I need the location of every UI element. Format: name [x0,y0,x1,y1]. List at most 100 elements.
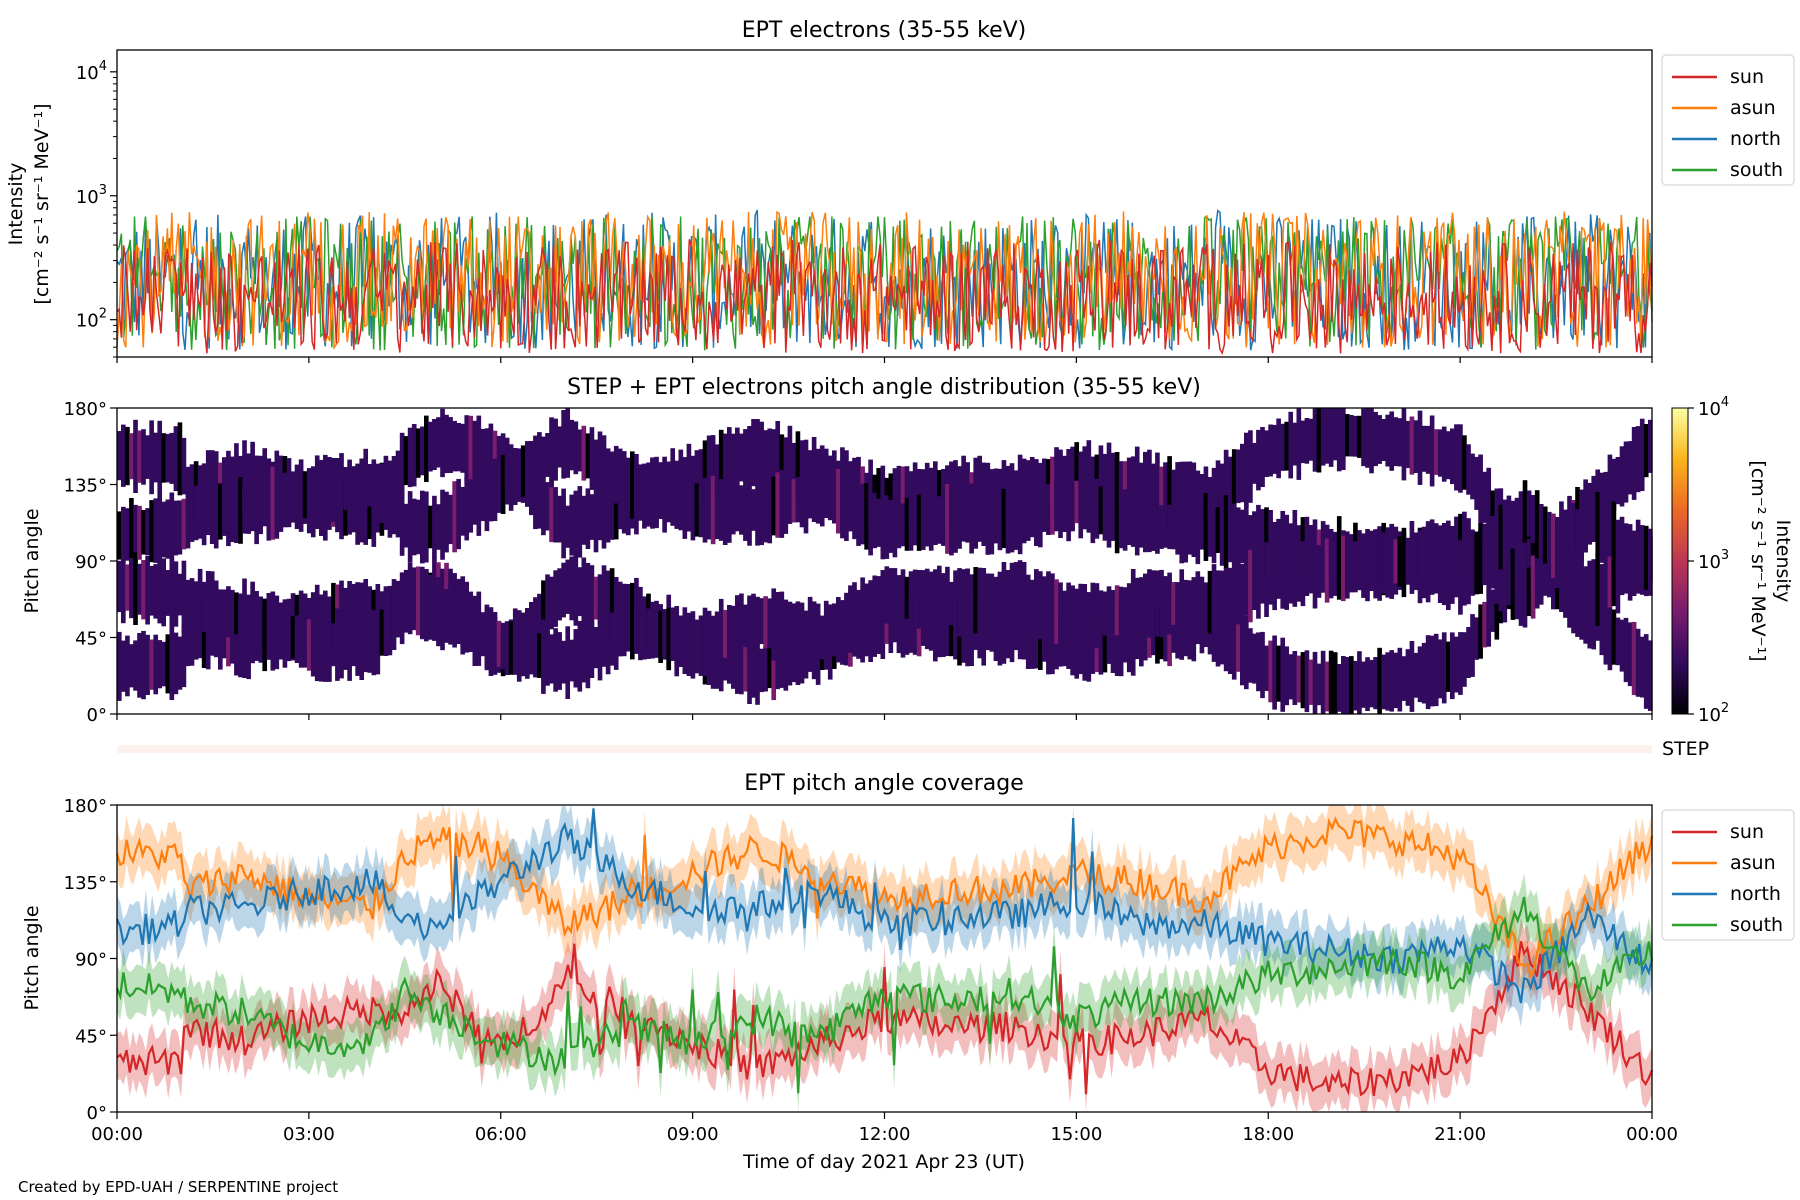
heatmap-cell [1454,636,1459,693]
heatmap-cell [1349,415,1354,457]
heatmap-cell [892,568,898,625]
heatmap-cell [969,574,974,628]
heatmap-cell [1203,493,1209,561]
heatmap-cell [1171,605,1176,653]
heatmap-cell [1514,555,1520,620]
heatmap-cell [1643,634,1649,709]
heatmap-cell [541,619,546,694]
heatmap-cell [727,427,732,498]
heatmap-cell [298,459,304,532]
heatmap-cell [399,572,405,633]
heatmap-cell [1252,633,1257,684]
heatmap-cell [1134,446,1140,521]
heatmap-cell [795,477,801,523]
colorbar-label: Intensity [1772,520,1794,603]
heatmap-cell [145,508,150,556]
heatmap-cell [900,466,906,533]
heatmap-cell [141,510,146,555]
heatmap-cell [1648,528,1653,582]
heatmap-cell [1486,588,1492,647]
heatmap-cell [1134,617,1140,660]
heatmap-cell [977,495,983,542]
heatmap-cell [638,464,643,513]
heatmap-cell [1648,419,1653,473]
heatmap-cell [1288,523,1294,571]
heatmap-cell [234,478,239,543]
x-tick-label: 18:00 [1242,1124,1294,1145]
heatmap-cell [1009,484,1015,553]
legend-label-sun: sun [1730,821,1764,843]
heatmap-cell [468,605,474,652]
heatmap-cell [1308,525,1314,574]
heatmap-cell [1490,490,1496,533]
heatmap-cell [1284,421,1290,471]
panel2-title: STEP + EPT electrons pitch angle distrib… [567,375,1201,400]
heatmap-cell [759,648,764,693]
heatmap-cell [1393,539,1399,584]
heatmap-cell [415,428,421,478]
heatmap-cell [1219,601,1225,665]
heatmap-cell [1341,408,1346,470]
heatmap-cell [1345,414,1350,457]
heatmap-cell [537,466,542,529]
heatmap-cell [674,476,680,529]
heatmap-cell [125,564,130,611]
heatmap-cell [941,493,946,546]
heatmap-cell [383,476,389,522]
heatmap-cell [1231,605,1237,680]
heatmap-cell [561,410,566,479]
legend-label-south: south [1730,159,1783,181]
heatmap-cell [1264,542,1269,617]
heatmap-cell [1062,618,1067,667]
heatmap-cell [900,503,906,547]
heatmap-cell [840,600,845,649]
heatmap-cell [1619,552,1625,596]
heatmap-cell [1248,549,1253,623]
heatmap-cell [965,568,970,634]
heatmap-cell [1118,586,1124,632]
heatmap-cell [569,494,575,556]
heatmap-cell [634,607,639,654]
heatmap-cell [1110,452,1116,509]
x-tick-label: 12:00 [859,1124,911,1145]
heatmap-cell [1227,456,1233,509]
heatmap-cell [650,457,655,529]
heatmap-cell [1328,541,1334,599]
heatmap-cell [892,494,898,558]
y-tick-label: 0° [87,1103,107,1124]
heatmap-cell [949,581,954,625]
heatmap-cell [1441,541,1447,606]
heatmap-cell [589,494,595,540]
heatmap-cell [1332,408,1338,461]
heatmap-cell [605,570,611,636]
heatmap-cell [1571,503,1576,575]
heatmap-cell [234,604,239,676]
heatmap-cell [1009,562,1015,628]
heatmap-cell [375,463,381,513]
heatmap-cell [222,589,227,633]
heatmap-cell [1308,659,1314,705]
heatmap-cell [1389,524,1395,599]
heatmap-cell [666,476,672,523]
heatmap-cell [880,490,886,560]
heatmap-cell [945,484,950,554]
panel3-series-group [115,805,1654,1112]
heatmap-cell [165,634,171,694]
heatmap-cell [137,633,142,698]
heatmap-cell [1615,617,1621,666]
heatmap-cell [581,625,587,683]
heatmap-cell [319,609,324,682]
heatmap-cell [698,449,704,498]
heatmap-cell [1034,479,1039,546]
heatmap-cell [379,463,385,524]
heatmap-cell [1454,424,1459,491]
heatmap-cell [205,571,211,645]
heatmap-cell [1029,598,1035,669]
heatmap-cell [1619,619,1625,672]
heatmap-cell [1486,525,1492,575]
heatmap-cell [630,599,635,660]
heatmap-cell [1425,635,1431,710]
heatmap-cell [706,480,712,540]
heatmap-cell [1413,420,1419,473]
heatmap-cell [452,593,457,648]
